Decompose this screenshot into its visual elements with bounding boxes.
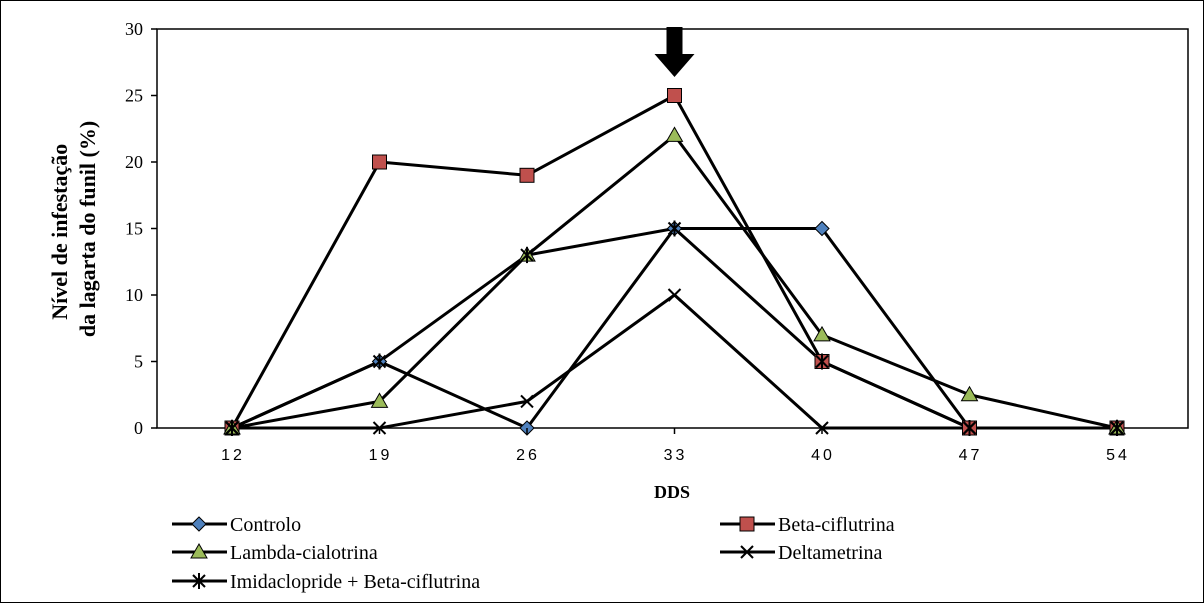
legend-item-1: Controlo: [172, 514, 301, 536]
data-point-s2-26: [519, 167, 535, 183]
data-point-s3-33: [665, 126, 684, 142]
data-point-s3-47: [960, 385, 979, 402]
legend: Controlo Beta-ciflutrina Lambda-cialotrina…: [172, 514, 895, 593]
y-axis-ticks: 0 5 10 15 20 25 30: [125, 19, 157, 438]
x-tick-label: 19: [369, 447, 393, 464]
data-point-s5-19: [372, 353, 387, 370]
legend-item-4: Deltametrina: [720, 542, 883, 564]
y-tick-label: 20: [125, 152, 143, 172]
data-point-s5-26: [520, 247, 534, 264]
y-axis-title: Nível de infestação da lagarta do funil …: [47, 121, 100, 337]
y-tick-label: 30: [125, 19, 143, 39]
y-axis-title-line-1: Nível de infestação: [47, 144, 72, 320]
x-tick-label: 54: [1106, 447, 1130, 464]
x-tick-label: 47: [959, 447, 983, 464]
legend-item-2: Beta-ciflutrina: [720, 514, 895, 536]
x-axis-title: DDS: [654, 482, 690, 502]
legend-marker: [192, 573, 206, 589]
y-axis-title-line-2: da lagarta do funil (%): [75, 121, 100, 337]
y-tick-label: 15: [125, 219, 143, 239]
legend-label: Lambda-cialotrina: [230, 542, 378, 564]
x-tick-label: 40: [811, 447, 835, 464]
data-point-s5-33: [667, 220, 682, 237]
legend-marker: [740, 545, 754, 559]
data-point-s5-40: [815, 353, 829, 370]
data-point-s2-33: [667, 88, 682, 103]
x-axis-ticks: 12 19 26 33 40 47 54: [221, 428, 1130, 464]
annotation-layer: [654, 27, 695, 77]
data-point-s3-19: [370, 392, 389, 408]
legend-marker: [190, 542, 208, 559]
data-point-s3-40: [813, 325, 831, 342]
x-tick-label: 33: [664, 447, 688, 464]
legend-label: Controlo: [230, 514, 301, 536]
legend-marker: [739, 516, 755, 532]
y-tick-label: 5: [134, 352, 143, 372]
x-tick-label: 26: [516, 447, 540, 464]
y-tick-label: 0: [134, 418, 143, 438]
legend-marker: [191, 516, 207, 532]
data-point-s4-26: [520, 394, 534, 409]
y-tick-label: 10: [125, 285, 143, 305]
x-tick-label: 12: [221, 447, 245, 464]
data-point-s4-33: [667, 288, 682, 302]
legend-item-5: Imidaclopride + Beta-ciflutrina: [172, 571, 480, 593]
legend-item-3: Lambda-cialotrina: [172, 542, 378, 564]
data-point-s2-19: [372, 154, 387, 170]
legend-label: Imidaclopride + Beta-ciflutrina: [230, 571, 480, 593]
legend-label: Deltametrina: [778, 542, 883, 564]
down-arrow-annotation: [654, 27, 695, 77]
data-point-s1-40: [814, 220, 830, 237]
legend-label: Beta-ciflutrina: [778, 514, 895, 536]
y-tick-label: 25: [125, 86, 143, 106]
